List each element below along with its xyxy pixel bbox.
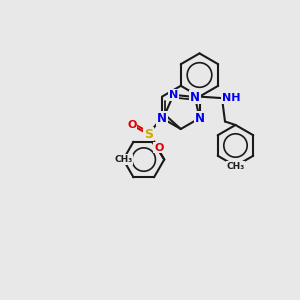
Text: S: S — [144, 128, 153, 140]
Text: CH₃: CH₃ — [226, 161, 244, 170]
Text: N: N — [169, 90, 178, 100]
Text: CH₃: CH₃ — [114, 155, 132, 164]
Text: N: N — [194, 112, 205, 125]
Text: NH: NH — [222, 93, 241, 103]
Text: O: O — [154, 142, 164, 152]
Text: N: N — [157, 112, 167, 125]
Text: N: N — [190, 91, 200, 103]
Text: O: O — [127, 120, 136, 130]
